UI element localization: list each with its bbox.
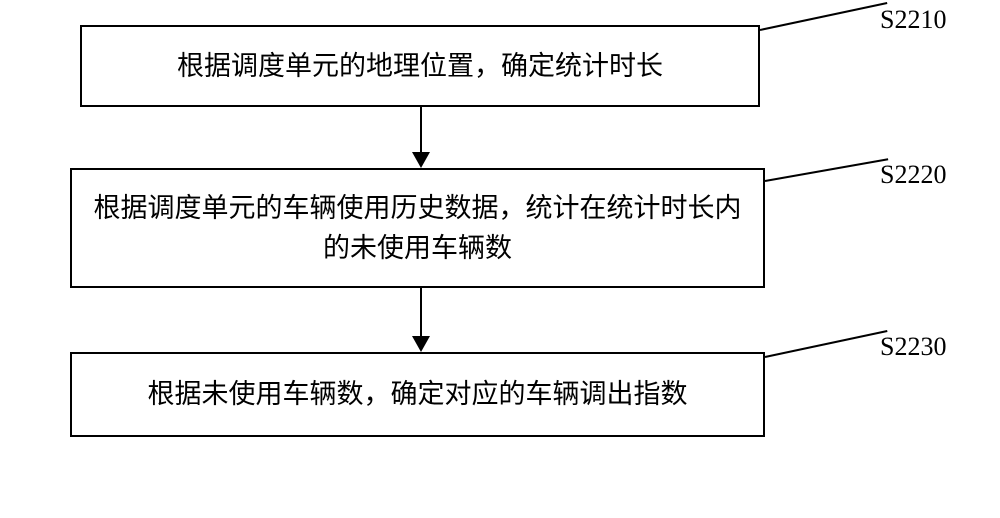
arrow-2	[420, 288, 422, 352]
arrow-1	[420, 107, 422, 168]
arrow-shaft-1	[420, 107, 422, 152]
step-box-s2220: 根据调度单元的车辆使用历史数据，统计在统计时长内的未使用车辆数	[70, 168, 765, 288]
step-row-1: 根据调度单元的地理位置，确定统计时长 S2210	[50, 25, 950, 107]
arrow-shaft-2	[420, 288, 422, 336]
leader-line-s2220	[765, 158, 888, 182]
arrow-head-1	[412, 152, 430, 168]
step-id-s2210: S2210	[880, 5, 946, 34]
step-label-s2230: S2230	[880, 332, 946, 362]
step-text-s2210: 根据调度单元的地理位置，确定统计时长	[177, 46, 663, 87]
step-label-s2220: S2220	[880, 160, 946, 190]
step-label-s2210: S2210	[880, 5, 946, 35]
step-box-s2230: 根据未使用车辆数，确定对应的车辆调出指数	[70, 352, 765, 437]
step-text-s2220: 根据调度单元的车辆使用历史数据，统计在统计时长内的未使用车辆数	[92, 188, 743, 269]
step-row-2: 根据调度单元的车辆使用历史数据，统计在统计时长内的未使用车辆数 S2220	[50, 168, 950, 288]
step-id-s2220: S2220	[880, 160, 946, 189]
arrow-head-2	[412, 336, 430, 352]
leader-line-s2230	[765, 330, 888, 358]
step-text-s2230: 根据未使用车辆数，确定对应的车辆调出指数	[148, 374, 688, 415]
leader-line-s2210	[760, 2, 888, 31]
flowchart-container: 根据调度单元的地理位置，确定统计时长 S2210 根据调度单元的车辆使用历史数据…	[50, 25, 950, 437]
step-box-s2210: 根据调度单元的地理位置，确定统计时长	[80, 25, 760, 107]
step-row-3: 根据未使用车辆数，确定对应的车辆调出指数 S2230	[50, 352, 950, 437]
step-id-s2230: S2230	[880, 332, 946, 361]
